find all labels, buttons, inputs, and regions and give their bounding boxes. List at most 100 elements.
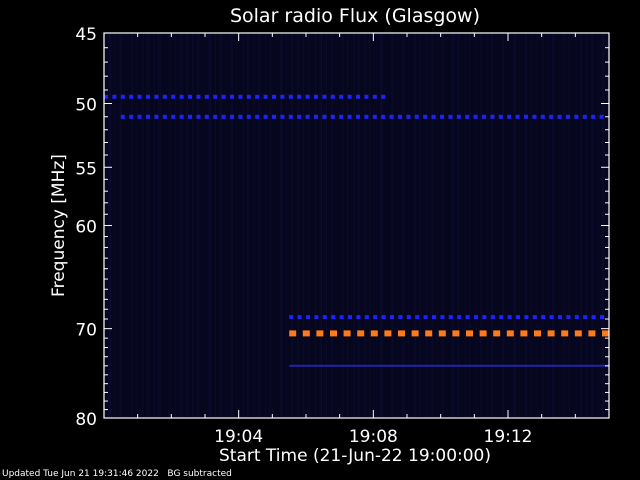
band-1-segment bbox=[381, 114, 386, 119]
band-3-segment bbox=[561, 330, 569, 337]
noise-stripe bbox=[552, 33, 553, 418]
noise-stripe bbox=[426, 33, 427, 418]
band-0-segment bbox=[288, 94, 293, 99]
band-1-segment bbox=[347, 114, 352, 119]
band-2-segment bbox=[532, 315, 537, 320]
noise-stripe bbox=[452, 33, 453, 418]
noise-stripe bbox=[148, 33, 149, 418]
band-0-segment bbox=[104, 94, 108, 99]
noise-stripe bbox=[265, 33, 266, 418]
noise-stripe bbox=[143, 33, 144, 418]
band-0-segment bbox=[372, 94, 377, 99]
noise-stripe bbox=[454, 33, 455, 418]
noise-stripe bbox=[515, 33, 516, 418]
band-2-segment bbox=[390, 315, 394, 320]
noise-stripe bbox=[292, 33, 293, 418]
noise-stripe bbox=[220, 33, 221, 418]
band-0-segment bbox=[238, 94, 243, 99]
noise-stripe bbox=[393, 33, 394, 418]
background-note: BG subtracted bbox=[167, 469, 232, 479]
noise-stripe bbox=[210, 33, 211, 418]
band-1-segment bbox=[221, 114, 226, 119]
band-1-segment bbox=[557, 114, 562, 119]
band-1-segment bbox=[272, 114, 276, 119]
noise-stripe bbox=[320, 33, 321, 418]
noise-stripe bbox=[137, 33, 138, 418]
band-1-segment bbox=[255, 114, 260, 119]
band-2-segment bbox=[348, 315, 352, 320]
noise-stripe bbox=[160, 33, 161, 418]
band-1-segment bbox=[305, 114, 310, 119]
band-1-segment bbox=[440, 114, 444, 119]
band-2-segment bbox=[339, 315, 344, 320]
noise-stripe bbox=[491, 33, 492, 418]
noise-stripe bbox=[576, 33, 577, 418]
band-0-segment bbox=[263, 94, 268, 99]
band-1-segment bbox=[120, 114, 125, 119]
band-0-segment bbox=[297, 94, 302, 99]
band-3-segment bbox=[302, 330, 310, 337]
band-3-segment bbox=[343, 330, 351, 337]
band-2-segment bbox=[415, 315, 420, 320]
noise-stripe bbox=[282, 33, 283, 418]
band-1-segment bbox=[364, 114, 369, 119]
x-tick-label: 19:08 bbox=[349, 427, 398, 447]
x-tick-label: 19:04 bbox=[214, 427, 263, 447]
noise-stripe bbox=[514, 33, 515, 418]
noise-stripe bbox=[419, 33, 420, 418]
noise-stripe bbox=[331, 33, 332, 418]
band-1-segment bbox=[263, 114, 268, 119]
noise-stripe bbox=[193, 33, 194, 418]
band-1-segment bbox=[146, 114, 150, 119]
band-0-segment bbox=[322, 94, 327, 99]
noise-stripe bbox=[120, 33, 121, 418]
noise-stripe bbox=[437, 33, 438, 418]
noise-stripe bbox=[169, 33, 170, 418]
noise-stripe bbox=[469, 33, 470, 418]
noise-stripe bbox=[225, 33, 226, 418]
noise-stripe bbox=[442, 33, 443, 418]
noise-stripe bbox=[182, 33, 183, 418]
noise-stripe bbox=[376, 33, 377, 418]
noise-stripe bbox=[321, 33, 322, 418]
band-1-segment bbox=[540, 114, 545, 119]
noise-stripe bbox=[519, 33, 520, 418]
band-2-segment bbox=[465, 315, 470, 320]
noise-stripe bbox=[563, 33, 564, 418]
noise-stripe bbox=[341, 33, 342, 418]
noise-stripe bbox=[365, 33, 366, 418]
noise-stripe bbox=[508, 33, 509, 418]
band-1-segment bbox=[372, 114, 377, 119]
noise-stripe bbox=[347, 33, 348, 418]
noise-stripe bbox=[402, 33, 403, 418]
band-1-segment bbox=[507, 114, 512, 119]
x-tick-label: 19:12 bbox=[484, 427, 533, 447]
band-1-segment bbox=[414, 114, 419, 119]
band-2-segment bbox=[490, 315, 495, 320]
noise-stripe bbox=[404, 33, 405, 418]
noise-stripe bbox=[569, 33, 570, 418]
noise-stripe bbox=[504, 33, 505, 418]
noise-stripe bbox=[343, 33, 344, 418]
band-2-segment bbox=[499, 315, 504, 320]
noise-stripe bbox=[132, 33, 133, 418]
noise-stripe bbox=[453, 33, 454, 418]
band-2-segment bbox=[549, 315, 554, 320]
band-1-segment bbox=[137, 114, 142, 119]
band-1-segment bbox=[599, 114, 604, 119]
band-0-segment bbox=[246, 94, 251, 99]
noise-stripe bbox=[114, 33, 115, 418]
noise-stripe bbox=[293, 33, 294, 418]
noise-stripe bbox=[526, 33, 527, 418]
noise-stripe bbox=[260, 33, 261, 418]
noise-stripe bbox=[230, 33, 231, 418]
noise-stripe bbox=[598, 33, 599, 418]
noise-stripe bbox=[493, 33, 494, 418]
noise-stripe bbox=[186, 33, 187, 418]
noise-stripe bbox=[353, 33, 354, 418]
band-0-segment bbox=[171, 94, 176, 99]
band-0-segment bbox=[314, 94, 318, 99]
y-tick-label: 70 bbox=[75, 321, 97, 341]
noise-stripe bbox=[543, 33, 544, 418]
